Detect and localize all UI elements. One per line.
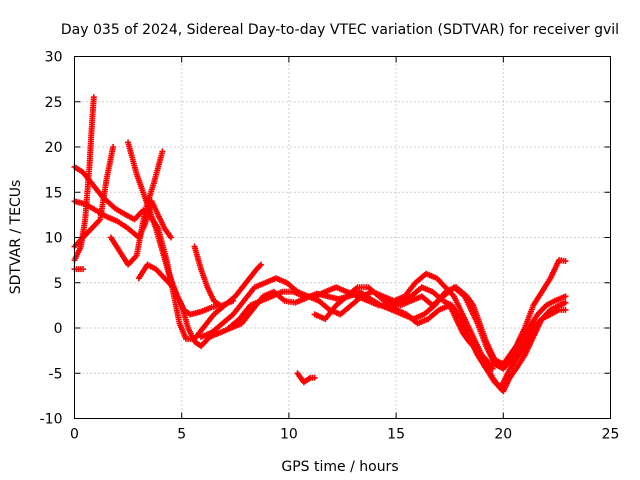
data-point bbox=[167, 234, 174, 241]
data-point bbox=[230, 297, 237, 304]
data-point bbox=[80, 266, 87, 273]
y-tick-label: -5 bbox=[49, 366, 63, 382]
series-trace-4 bbox=[71, 144, 117, 250]
series-trace-14 bbox=[294, 370, 318, 386]
y-tick-label: -10 bbox=[40, 412, 63, 428]
y-axis-label: SDTVAR / TECUs bbox=[8, 180, 24, 295]
x-tick-label: 25 bbox=[602, 427, 620, 443]
y-tick-label: 0 bbox=[54, 321, 63, 337]
y-tick-label: 20 bbox=[45, 140, 63, 156]
data-point bbox=[159, 148, 166, 155]
x-axis-label: GPS time / hours bbox=[281, 459, 398, 475]
series-trace-9 bbox=[191, 243, 224, 309]
x-tick-label: 10 bbox=[280, 427, 298, 443]
y-tick-label: 5 bbox=[54, 276, 63, 292]
y-tick-label: 30 bbox=[45, 50, 63, 66]
chart-title: Day 035 of 2024, Sidereal Day-to-day VTE… bbox=[61, 22, 619, 38]
series-trace-13 bbox=[382, 297, 496, 372]
x-tick-label: 20 bbox=[494, 427, 512, 443]
grid bbox=[74, 56, 611, 419]
data-point bbox=[562, 306, 569, 313]
data-point bbox=[562, 293, 569, 300]
data-point bbox=[258, 261, 265, 268]
x-tick-label: 0 bbox=[70, 427, 79, 443]
axis-ticks bbox=[74, 56, 611, 419]
y-tick-label: 15 bbox=[45, 185, 63, 201]
x-tick-label: 5 bbox=[177, 427, 186, 443]
data-point bbox=[562, 258, 569, 265]
series-trace-12 bbox=[311, 284, 569, 372]
data-point bbox=[110, 144, 117, 150]
axis-tick-labels: 0 5 10 15 20 25 -10 -5 0 5 10 15 20 25 30 bbox=[40, 50, 620, 443]
data-point bbox=[562, 299, 569, 306]
data-point bbox=[489, 365, 496, 372]
data-point bbox=[311, 374, 318, 381]
y-tick-label: 25 bbox=[45, 95, 63, 111]
data-series bbox=[71, 94, 569, 395]
y-tick-label: 10 bbox=[45, 231, 63, 247]
data-point bbox=[90, 94, 97, 101]
x-tick-label: 15 bbox=[387, 427, 405, 443]
data-point bbox=[217, 302, 224, 309]
